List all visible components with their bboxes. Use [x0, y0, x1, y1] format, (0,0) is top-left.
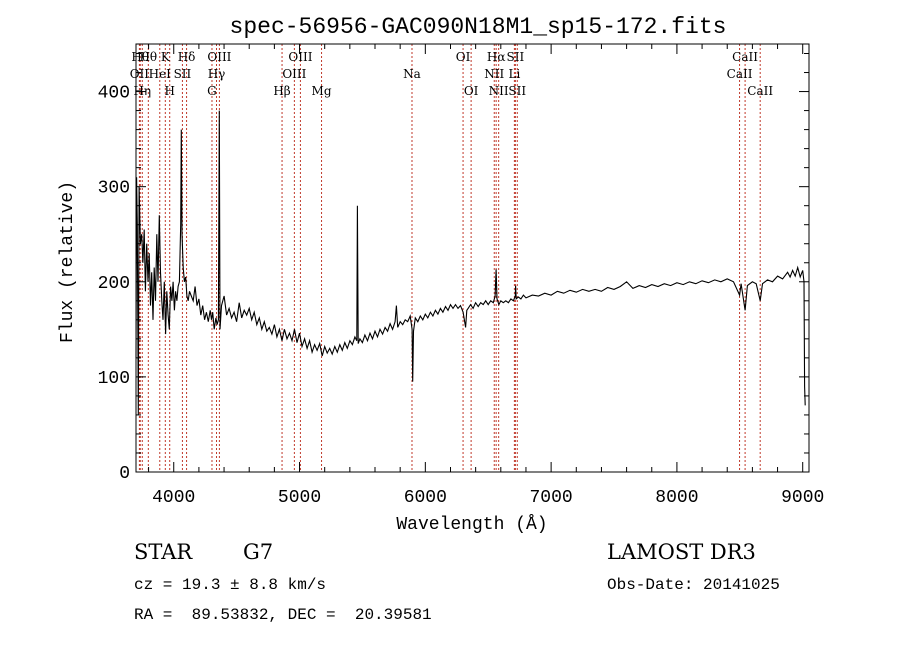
line-marker-label: K: [161, 50, 171, 64]
survey-name: LAMOST DR3: [607, 540, 756, 564]
chart-title: spec-56956-GAC090N18M1_sp15-172.fits: [230, 14, 727, 40]
line-marker-label: NII: [489, 84, 509, 98]
y-axis-label: Flux (relative): [58, 181, 78, 343]
line-marker-label: Hθ: [139, 50, 157, 64]
line-marker-label: SII: [507, 50, 525, 64]
line-marker-label-group: OIIHθHηHθHeIKHSIIHδGHγOIIIHβOIIIOIIIMgNa…: [130, 50, 774, 98]
line-marker-label: Hβ: [273, 84, 290, 98]
line-marker-label: NII: [484, 67, 504, 81]
object-subclass: G7: [243, 540, 273, 564]
line-marker-label: OII: [130, 67, 150, 81]
x-tick-label: 8000: [655, 488, 698, 508]
line-marker-group: [138, 44, 761, 472]
line-marker-label: OI: [464, 84, 479, 98]
x-tick-label: 7000: [530, 488, 573, 508]
y-tick-label: 0: [119, 464, 130, 484]
plot-frame: [135, 43, 810, 473]
coordinates: RA = 89.53832, DEC = 20.39581: [134, 606, 432, 624]
observation-date: Obs-Date: 20141025: [607, 576, 780, 594]
line-marker-label: CaII: [747, 84, 773, 98]
x-tick-label: 6000: [404, 488, 447, 508]
redshift-cz: cz = 19.3 ± 8.8 km/s: [134, 576, 326, 594]
line-marker-label: OIII: [282, 67, 306, 81]
object-class: STAR: [134, 540, 193, 564]
x-axis-ticks: 4000 5000 6000 7000 8000 9000: [148, 44, 824, 508]
line-marker-label: CaII: [727, 67, 753, 81]
y-tick-label: 400: [98, 84, 130, 104]
line-marker-label: OIII: [288, 50, 312, 64]
y-tick-label: 100: [98, 369, 130, 389]
line-marker-label: HeI: [149, 67, 172, 81]
line-marker-label: SII: [508, 84, 526, 98]
line-marker-label: G: [207, 84, 217, 98]
y-tick-label: 300: [98, 179, 130, 199]
x-tick-label: 5000: [278, 488, 321, 508]
spectrum-line: [135, 110, 806, 415]
line-marker-label: Hδ: [178, 50, 196, 64]
x-axis-label: Wavelength (Å): [396, 514, 547, 535]
line-marker-label: Hγ: [208, 67, 226, 81]
y-tick-label: 200: [98, 274, 130, 294]
line-marker-label: Mg: [312, 84, 332, 98]
line-marker-label: Hη: [133, 84, 151, 98]
line-marker-label: SII: [174, 67, 192, 81]
line-marker-label: H: [164, 84, 174, 98]
line-marker-label: Li: [508, 67, 520, 81]
line-marker-label: Hα: [487, 50, 506, 64]
line-marker-label: CaII: [732, 50, 758, 64]
line-marker-label: Na: [403, 67, 421, 81]
y-axis-ticks: 0 100 200 300 400: [98, 53, 809, 484]
line-marker-label: OI: [456, 50, 471, 64]
x-tick-label: 9000: [781, 488, 824, 508]
line-marker-label: OIII: [207, 50, 231, 64]
x-tick-label: 4000: [152, 488, 195, 508]
